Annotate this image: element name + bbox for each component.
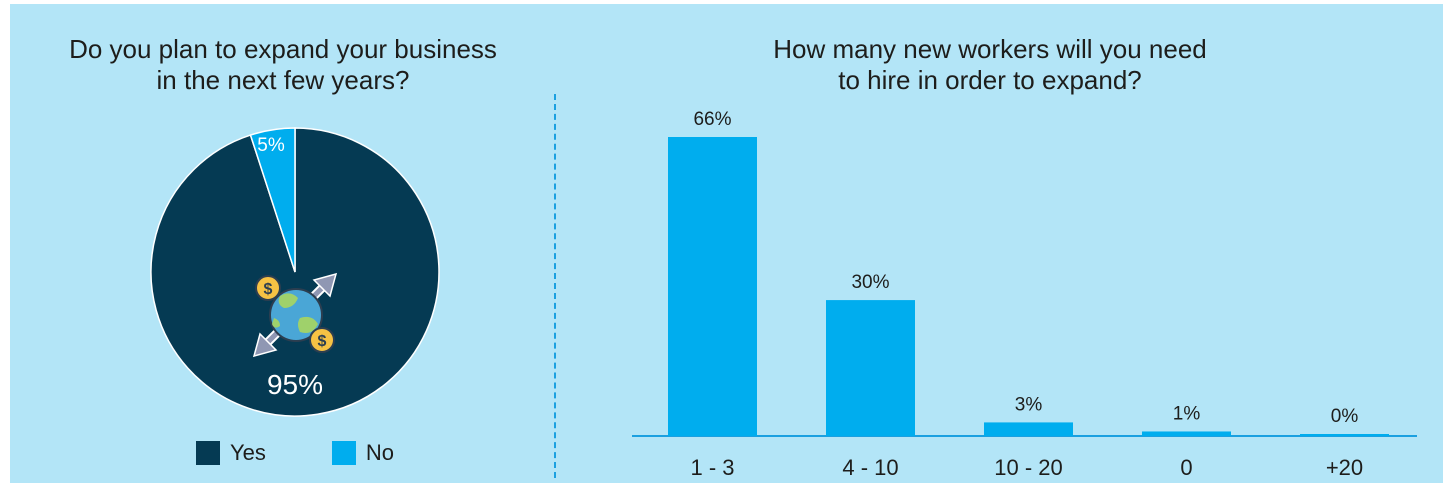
legend-item-no: No <box>331 440 395 466</box>
bar-title-line-1: How many new workers will you need <box>773 34 1207 64</box>
x-tick-label: +20 <box>1326 455 1363 480</box>
bar-1 <box>668 137 757 436</box>
pie-slice-no <box>249 127 296 273</box>
pie-legend: Yes No <box>196 440 394 466</box>
pie-title-line-1: Do you plan to expand your business <box>69 34 497 64</box>
legend-swatch-yes <box>196 441 220 465</box>
legend-label-yes: Yes <box>230 440 266 465</box>
bar-4 <box>1142 431 1231 436</box>
pie-label-yes: 95% <box>267 369 323 400</box>
pie-label-no: 5% <box>257 135 285 156</box>
svg-text:$: $ <box>264 281 273 298</box>
x-tick-label: 10 - 20 <box>994 455 1063 480</box>
legend-label-no: No <box>365 440 395 465</box>
pie-chart: 95% 5% <box>150 127 440 417</box>
bar-value-label: 66% <box>693 109 731 130</box>
bar-title-line-2: to hire in order to expand? <box>838 65 1142 95</box>
globe-expand-money-icon: $ $ <box>252 272 338 358</box>
bar-chart: 66% 1 - 3 30% 4 - 10 3% 10 - 20 1% 0 0% +20 <box>632 109 1417 480</box>
bar-value-label: 30% <box>851 272 889 293</box>
section-divider <box>554 94 556 478</box>
bar-2 <box>826 300 915 436</box>
svg-text:$: $ <box>318 333 327 350</box>
bar-value-label: 3% <box>1015 394 1043 415</box>
pie-title-line-2: in the next few years? <box>156 65 410 95</box>
legend-item-yes: Yes <box>196 440 266 466</box>
bar-value-label: 1% <box>1173 403 1201 424</box>
x-tick-label: 1 - 3 <box>690 455 734 480</box>
bar-3 <box>984 422 1073 436</box>
bar-value-label: 0% <box>1331 406 1359 427</box>
bar-chart-title: How many new workers will you need to hi… <box>600 34 1380 96</box>
x-tick-label: 4 - 10 <box>842 455 898 480</box>
legend-swatch-no <box>331 441 356 465</box>
pie-chart-title: Do you plan to expand your business in t… <box>0 34 566 96</box>
x-tick-label: 0 <box>1180 455 1192 480</box>
bar-5 <box>1300 434 1389 436</box>
